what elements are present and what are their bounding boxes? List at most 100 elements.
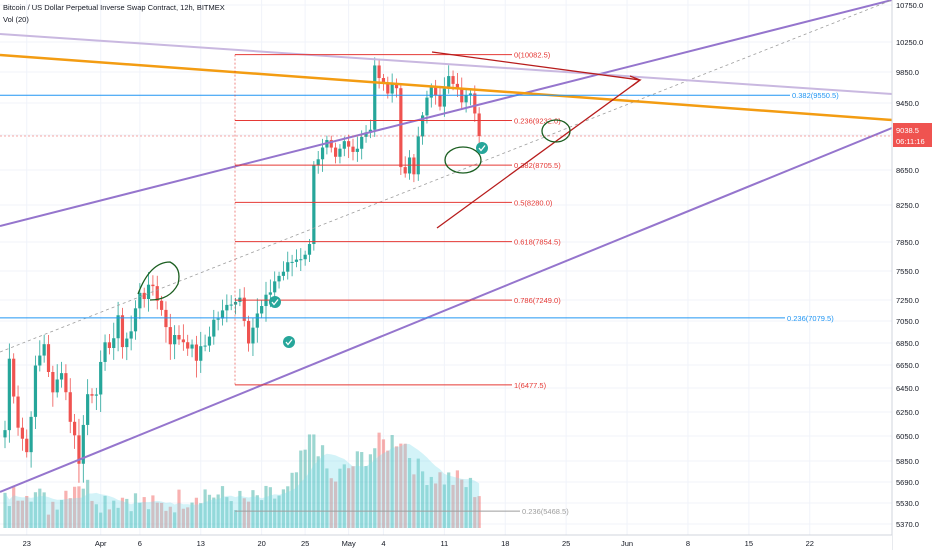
volume-bar	[312, 434, 316, 528]
volume-bar	[46, 514, 51, 528]
candle-body	[155, 286, 159, 301]
fib-level-label: 1(6477.5)	[514, 381, 547, 390]
candle-body	[212, 319, 216, 337]
candle-body	[347, 141, 351, 147]
candle-body	[73, 421, 77, 436]
checkmark-icon	[478, 145, 486, 152]
candle-body	[116, 315, 120, 339]
volume-bar	[146, 509, 151, 528]
candle-body	[412, 157, 416, 175]
candle-body	[338, 148, 342, 157]
price-tick-label: 10750.0	[896, 1, 923, 10]
volume-bar	[386, 450, 390, 528]
volume-bar	[142, 497, 146, 528]
candle-body	[25, 438, 29, 453]
candle-body	[86, 394, 90, 425]
volume-bar	[281, 489, 285, 528]
volume-bar	[429, 476, 433, 528]
volume-bar	[247, 501, 251, 528]
candle-body	[255, 313, 259, 328]
volume-bar	[320, 445, 325, 528]
time-tick-label: 25	[562, 539, 570, 548]
candle-body	[33, 365, 38, 417]
volume-bar	[125, 498, 129, 528]
candle-body	[146, 284, 151, 299]
volume-bar	[464, 487, 468, 528]
candle-body	[320, 147, 325, 160]
current-price-value: 9038.5	[896, 126, 919, 135]
checkmark-badge	[269, 296, 281, 308]
volume-bar	[225, 497, 229, 528]
candle-body	[29, 416, 33, 453]
volume-bar	[260, 500, 264, 528]
volume-bar	[112, 500, 116, 528]
candle-body	[90, 394, 94, 396]
channel-mid-line	[0, 0, 893, 353]
volume-bar	[207, 494, 212, 528]
volume-bar	[342, 464, 346, 528]
volume-bar	[173, 512, 177, 528]
candle-body	[7, 358, 11, 431]
fib-level-label: 0.236(9232.0)	[514, 116, 561, 125]
volume-bar	[390, 435, 394, 528]
volume-bar	[216, 494, 220, 528]
candle-body	[103, 342, 107, 362]
price-tick-label: 9850.0	[896, 68, 919, 77]
candle-body	[447, 76, 451, 89]
candle-body	[20, 427, 24, 439]
volume-bar	[16, 500, 20, 528]
orange-trendline	[0, 53, 893, 122]
time-tick-label: Apr	[95, 539, 107, 548]
candle-body	[112, 338, 116, 349]
volume-bar	[442, 484, 446, 528]
volume-bar	[377, 432, 381, 528]
price-tick-label: 5370.0	[896, 520, 919, 529]
candle-body	[277, 275, 281, 282]
volume-bar	[151, 495, 155, 528]
volume-bar	[360, 452, 364, 528]
price-axis-bg	[892, 0, 932, 550]
volume-bar	[99, 512, 103, 528]
price-tick-label: 6450.0	[896, 384, 919, 393]
price-tick-label: 7850.0	[896, 238, 919, 247]
candle-body	[281, 271, 285, 276]
candle-body	[251, 327, 255, 344]
candle-body	[220, 310, 225, 319]
volume-bar	[3, 492, 7, 528]
volume-bar	[338, 468, 342, 528]
time-tick-label: 13	[197, 539, 205, 548]
candle-body	[329, 139, 333, 148]
volume-bar	[460, 479, 464, 528]
volume-bar	[303, 449, 307, 528]
candle-body	[181, 339, 185, 343]
volume-bar	[25, 495, 29, 528]
candle-body	[425, 97, 429, 116]
candle-body	[190, 344, 194, 349]
volume-bar	[351, 466, 355, 528]
fib-level-label: 0.5(8280.0)	[514, 198, 553, 207]
candle-body	[290, 261, 294, 263]
candle-body	[194, 344, 198, 361]
candle-body	[151, 284, 155, 287]
price-tick-label: 6850.0	[896, 339, 919, 348]
candle-body	[12, 358, 16, 397]
price-tick-label: 7250.0	[896, 296, 919, 305]
volume-bar	[355, 451, 359, 528]
volume-bar	[42, 492, 46, 528]
horizontal-level-label: 0.382(9550.5)	[792, 91, 839, 100]
volume-bar	[334, 481, 338, 528]
hand-drawn-circle	[444, 146, 482, 174]
price-tick-label: 5530.0	[896, 499, 919, 508]
volume-bar	[212, 497, 216, 528]
price-tick-label: 8650.0	[896, 166, 919, 175]
volume-bar	[329, 478, 333, 528]
candle-body	[242, 297, 246, 321]
volume-bar	[107, 509, 111, 528]
candle-body	[233, 301, 238, 305]
candle-body	[168, 327, 172, 345]
volume-bar	[116, 507, 120, 528]
candle-body	[312, 165, 316, 245]
current-price-badge	[893, 123, 932, 148]
price-tick-label: 5690.0	[896, 478, 919, 487]
